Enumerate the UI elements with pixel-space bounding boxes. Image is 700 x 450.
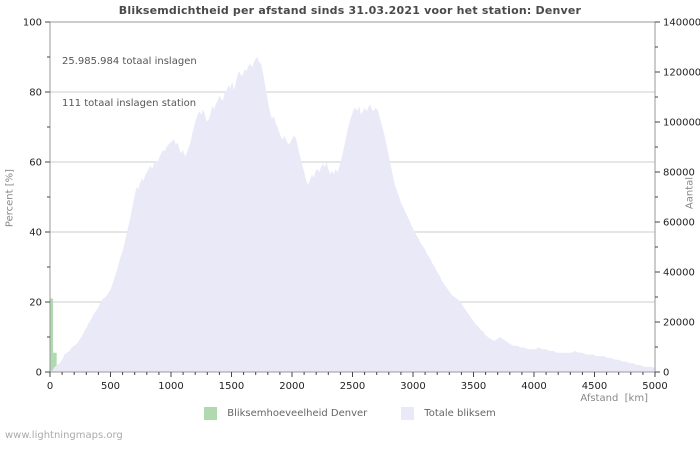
svg-text:4500: 4500 — [582, 381, 607, 392]
legend-item-station: Bliksemhoeveelheid Denver — [204, 407, 367, 420]
svg-text:2000: 2000 — [279, 381, 304, 392]
svg-text:0: 0 — [663, 368, 669, 379]
legend-item-total: Totale bliksem — [401, 407, 496, 420]
svg-text:0: 0 — [47, 381, 53, 392]
svg-text:4000: 4000 — [521, 381, 546, 392]
station-histogram-bar — [53, 352, 57, 372]
svg-text:60: 60 — [29, 158, 42, 169]
right-axis-ticks: 0 20000 40000 60000 80000 100000 120000 140000 — [655, 18, 700, 379]
station-strikes-annotation: 111 totaal inslagen station — [62, 98, 197, 109]
svg-text:3500: 3500 — [461, 381, 486, 392]
watermark: www.lightningmaps.org — [5, 430, 123, 441]
svg-text:20: 20 — [29, 298, 42, 309]
svg-text:2500: 2500 — [340, 381, 365, 392]
x-axis-label-afstand: Afstand [km] — [580, 393, 648, 404]
svg-text:60000: 60000 — [663, 218, 695, 229]
svg-text:3000: 3000 — [400, 381, 425, 392]
svg-text:120000: 120000 — [663, 68, 700, 79]
svg-text:80000: 80000 — [663, 168, 695, 179]
station-series-swatch — [204, 407, 218, 420]
total-series-swatch — [401, 407, 415, 420]
total-strikes-annotation: 25.985.984 totaal inslagen — [62, 56, 197, 67]
totals-annotation: 25.985.984 totaal inslagen 111 totaal in… — [62, 27, 197, 139]
svg-text:1000: 1000 — [158, 381, 183, 392]
y-axis-label-aantal: Aantal — [684, 176, 696, 210]
svg-text:1500: 1500 — [219, 381, 244, 392]
svg-text:80: 80 — [29, 88, 42, 99]
station-histogram-bars — [50, 298, 61, 372]
left-axis-ticks: 0 20 40 60 80 100 — [23, 18, 50, 379]
svg-text:100000: 100000 — [663, 118, 700, 129]
x-axis-ticks: 0 500 1000 1500 2000 2500 3000 3500 4000 4500 5000 — [47, 372, 668, 392]
svg-text:5000: 5000 — [642, 381, 667, 392]
svg-text:100: 100 — [23, 18, 42, 29]
legend-label-total: Totale bliksem — [424, 408, 496, 419]
y-axis-label-percent: Percent [%] — [4, 168, 16, 228]
svg-text:20000: 20000 — [663, 318, 695, 329]
chart-title: Bliksemdichtheid per afstand sinds 31.03… — [118, 4, 582, 17]
chart-legend: Bliksemhoeveelheid Denver Totale bliksem — [0, 407, 700, 420]
total-lightning-area-fill — [50, 57, 655, 372]
legend-label-station: Bliksemhoeveelheid Denver — [227, 408, 368, 419]
svg-text:40000: 40000 — [663, 268, 695, 279]
station-histogram-bar — [50, 298, 54, 372]
svg-text:140000: 140000 — [663, 18, 700, 29]
svg-text:40: 40 — [29, 228, 42, 239]
svg-text:0: 0 — [36, 368, 42, 379]
svg-text:500: 500 — [101, 381, 120, 392]
